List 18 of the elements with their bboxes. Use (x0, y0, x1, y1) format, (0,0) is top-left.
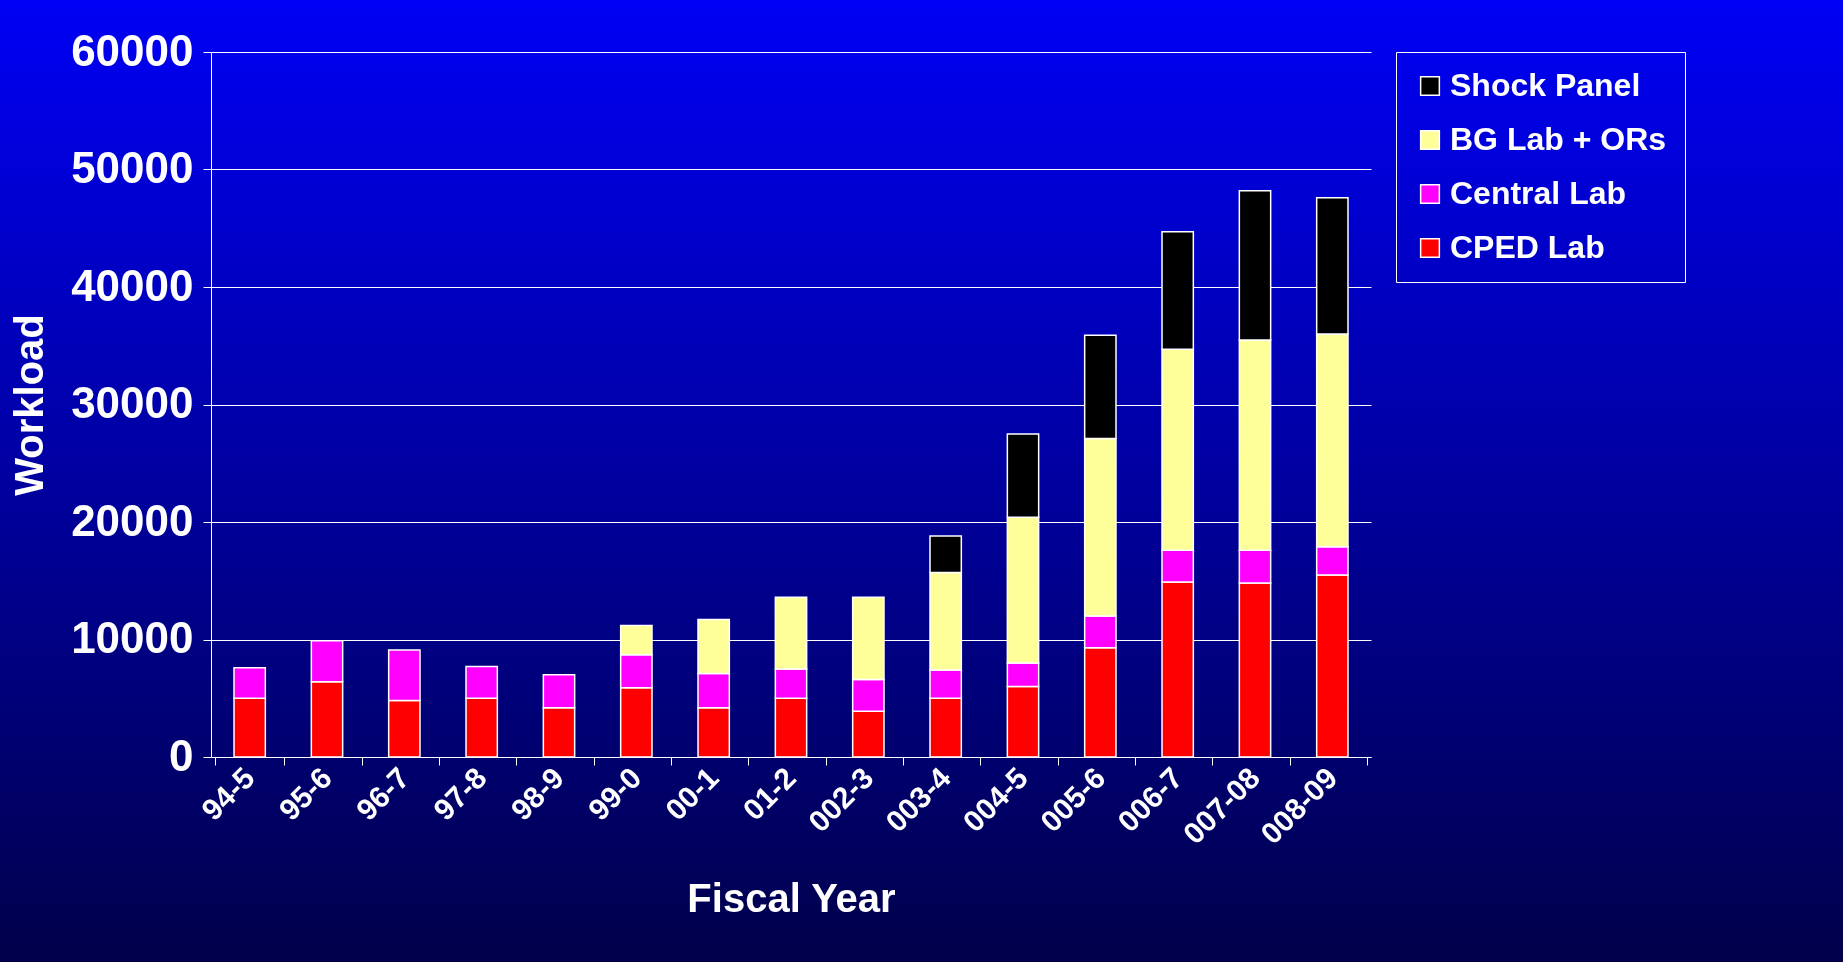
legend-label: Shock Panel (1450, 67, 1641, 103)
y-tick-label: 40000 (71, 260, 194, 310)
legend-label: Central Lab (1450, 175, 1627, 211)
legend-label: CPED Lab (1450, 229, 1605, 265)
y-tick-label: 50000 (71, 143, 194, 192)
legend-label: BG Lab + ORs (1450, 121, 1667, 157)
y-axis-title: Workload (7, 314, 52, 496)
y-tick-label: 60000 (71, 25, 194, 75)
y-tick-label: 30000 (71, 378, 194, 427)
x-tick-label: 98-9 (504, 760, 571, 827)
x-axis-title: Fiscal Year (687, 876, 896, 921)
x-tick-label: 97-8 (426, 760, 493, 827)
x-tick-label: 01-2 (736, 760, 803, 827)
x-tick-label: 00-1 (658, 760, 725, 827)
y-tick-label: 0 (169, 730, 194, 780)
y-tick-label: 20000 (71, 495, 194, 545)
y-tick-label: 10000 (71, 613, 194, 662)
x-tick-label: 99-0 (581, 760, 648, 827)
